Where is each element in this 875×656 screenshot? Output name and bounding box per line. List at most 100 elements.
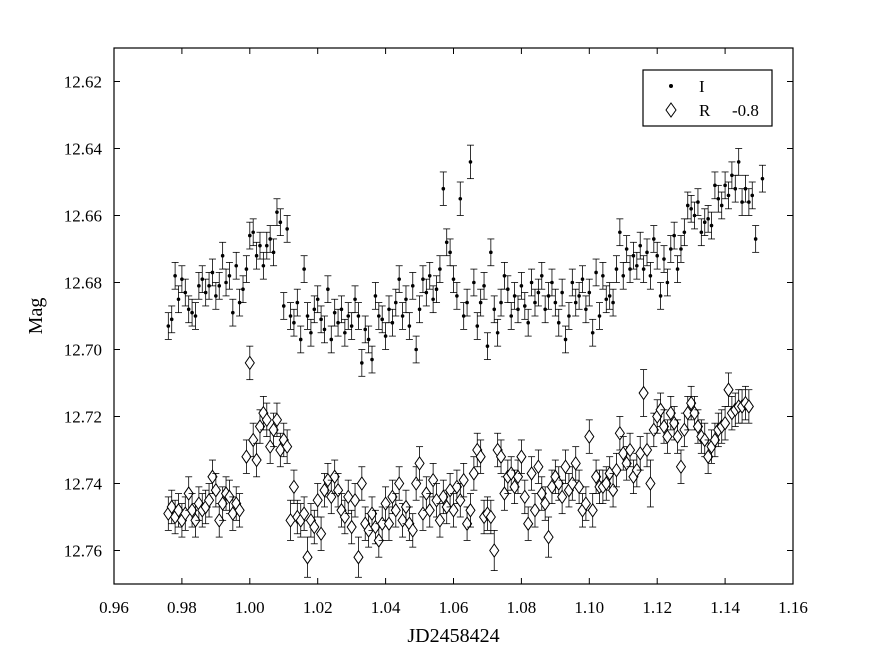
data-point-dot bbox=[675, 267, 680, 271]
data-point-dot bbox=[631, 253, 636, 258]
data-point-dot bbox=[689, 207, 693, 211]
data-point-diamond bbox=[241, 449, 252, 465]
data-point-diamond bbox=[672, 429, 683, 444]
data-point-dot bbox=[716, 196, 721, 201]
data-point-diamond bbox=[529, 502, 541, 518]
x-tick-label: 1.12 bbox=[642, 598, 672, 617]
data-point-dot bbox=[353, 297, 357, 302]
data-point-dot bbox=[652, 237, 656, 241]
data-point-dot bbox=[489, 250, 493, 255]
data-point-dot bbox=[685, 203, 690, 208]
x-tick-label: 1.14 bbox=[710, 598, 740, 617]
data-point-diamond bbox=[743, 399, 754, 414]
data-point-dot bbox=[539, 274, 544, 278]
data-point-diamond bbox=[675, 459, 687, 475]
data-point-dot bbox=[587, 290, 592, 295]
data-point-dot bbox=[203, 290, 208, 295]
data-point-diamond bbox=[540, 496, 551, 511]
data-point-diamond bbox=[312, 492, 323, 508]
data-point-dot bbox=[577, 294, 581, 298]
data-point-dot bbox=[699, 230, 704, 235]
data-point-dot bbox=[400, 314, 405, 318]
data-point-dot bbox=[495, 330, 500, 335]
data-point-dot bbox=[448, 250, 452, 255]
data-point-diamond bbox=[244, 355, 255, 371]
legend-label-i: I bbox=[699, 77, 705, 96]
series-r bbox=[163, 345, 754, 578]
data-point-dot bbox=[227, 274, 232, 278]
data-point-dot bbox=[475, 324, 480, 328]
series-i bbox=[164, 144, 766, 377]
data-point-dot bbox=[584, 307, 588, 312]
data-point-dot bbox=[248, 233, 252, 238]
data-point-dot bbox=[298, 337, 303, 342]
legend-label-r: R bbox=[699, 101, 711, 120]
data-point-dot bbox=[624, 247, 629, 251]
data-point-dot bbox=[519, 284, 524, 288]
data-point-dot bbox=[380, 317, 385, 322]
data-point-dot bbox=[641, 267, 646, 271]
y-tick-label: 12.66 bbox=[64, 207, 102, 226]
data-point-diamond bbox=[519, 489, 530, 505]
y-tick-label: 12.64 bbox=[64, 140, 103, 159]
data-point-diamond bbox=[434, 512, 446, 528]
data-point-dot bbox=[220, 253, 225, 258]
data-point-dot bbox=[438, 267, 442, 271]
x-tick-label: 1.06 bbox=[439, 598, 469, 617]
data-point-dot bbox=[190, 310, 194, 315]
data-point-dot bbox=[570, 280, 575, 285]
data-point-dot bbox=[638, 243, 643, 248]
data-point-diamond bbox=[495, 449, 507, 465]
x-tick-label: 1.02 bbox=[303, 598, 333, 617]
data-point-dot bbox=[478, 300, 483, 305]
data-point-diamond bbox=[719, 415, 731, 431]
data-point-dot bbox=[550, 280, 554, 285]
data-point-diamond bbox=[271, 412, 283, 428]
data-point-dot bbox=[702, 220, 707, 224]
legend-box bbox=[642, 69, 773, 127]
data-point-dot bbox=[302, 267, 306, 271]
data-point-dot bbox=[509, 314, 514, 318]
data-point-dot bbox=[343, 330, 347, 335]
data-point-dot bbox=[709, 223, 714, 228]
data-point-dot bbox=[441, 186, 446, 191]
data-point-dot bbox=[397, 277, 401, 281]
data-point-dot bbox=[193, 314, 198, 318]
data-point-dot bbox=[373, 294, 378, 298]
data-point-diamond bbox=[560, 459, 571, 475]
data-point-diamond bbox=[611, 462, 622, 478]
data-point-dot bbox=[526, 320, 530, 325]
x-tick-label: 1.00 bbox=[235, 598, 265, 617]
data-point-dot bbox=[214, 294, 218, 298]
data-point-dot bbox=[295, 300, 300, 305]
axes-layer: 0.96 0.98 1.00 1.02 1.04 1.06 1.08 1.10 1.12 1.14… bbox=[64, 48, 808, 617]
data-point-dot bbox=[621, 274, 626, 278]
data-point-dot bbox=[485, 344, 490, 348]
legend: I R -0.8 bbox=[642, 69, 773, 127]
data-point-dot bbox=[556, 320, 561, 325]
y-tick-label: 12.68 bbox=[64, 274, 102, 293]
x-tick-label: 1.04 bbox=[371, 598, 401, 617]
data-point-diamond bbox=[468, 466, 479, 481]
data-point-diamond bbox=[299, 506, 310, 522]
data-point-dot bbox=[360, 361, 364, 365]
data-point-dot bbox=[424, 290, 429, 295]
data-point-diamond bbox=[580, 496, 592, 511]
data-point-dot bbox=[281, 304, 286, 308]
data-point-dot bbox=[506, 287, 510, 292]
data-point-diamond bbox=[645, 476, 656, 491]
data-point-dot bbox=[417, 307, 422, 312]
data-point-dot bbox=[567, 314, 571, 318]
data-point-diamond bbox=[346, 519, 357, 535]
data-point-diamond bbox=[475, 449, 486, 465]
data-point-dot bbox=[346, 314, 351, 318]
data-point-dot bbox=[176, 297, 181, 302]
data-point-diamond bbox=[424, 502, 435, 518]
data-point-dot bbox=[264, 243, 269, 248]
data-point-diamond bbox=[349, 492, 361, 508]
data-point-diamond bbox=[543, 529, 554, 545]
data-point-diamond bbox=[485, 509, 496, 525]
data-point-dot bbox=[231, 310, 235, 315]
data-point-dot bbox=[533, 300, 537, 305]
